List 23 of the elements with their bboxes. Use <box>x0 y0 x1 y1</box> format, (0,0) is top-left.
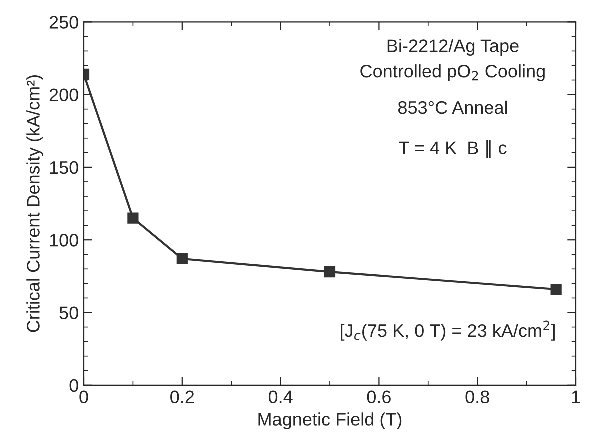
y-tick-label: 250 <box>50 16 78 29</box>
annotation: 853°C Anneal <box>398 100 508 114</box>
annotation: Bi-2212/Ag Tape <box>388 39 519 56</box>
x-tick-label: 0.2 <box>170 390 194 404</box>
y-tick-label: 200 <box>50 88 78 102</box>
annotation: Controlled pO$_{2}$ Cooling <box>360 64 545 82</box>
annotation: T = 4 K B ∥ c <box>399 140 507 158</box>
point <box>550 284 562 296</box>
y-axis-title: Critical Current Density (kA/cm²) <box>26 75 44 332</box>
annotation: [J$_{c}$(75 K, 0 T) = 23 kA/cm$^{2}$] <box>341 320 555 341</box>
y-tick-label: 100 <box>50 234 78 247</box>
y-tick-label: 150 <box>50 161 78 174</box>
point <box>176 253 188 265</box>
point <box>324 266 336 278</box>
x-axis-title: Magnetic Field (T) <box>258 412 402 430</box>
x-tick-label: 1 <box>572 390 580 404</box>
x-tick-label: 0 <box>80 390 88 404</box>
y-tick-label: 50 <box>60 306 78 320</box>
x-tick-label: 0.4 <box>268 390 293 404</box>
x-tick-label: 0.6 <box>367 390 391 404</box>
point <box>128 212 139 224</box>
y-tick-label: 0 <box>70 379 78 392</box>
x-tick-label: 0.8 <box>466 390 490 404</box>
